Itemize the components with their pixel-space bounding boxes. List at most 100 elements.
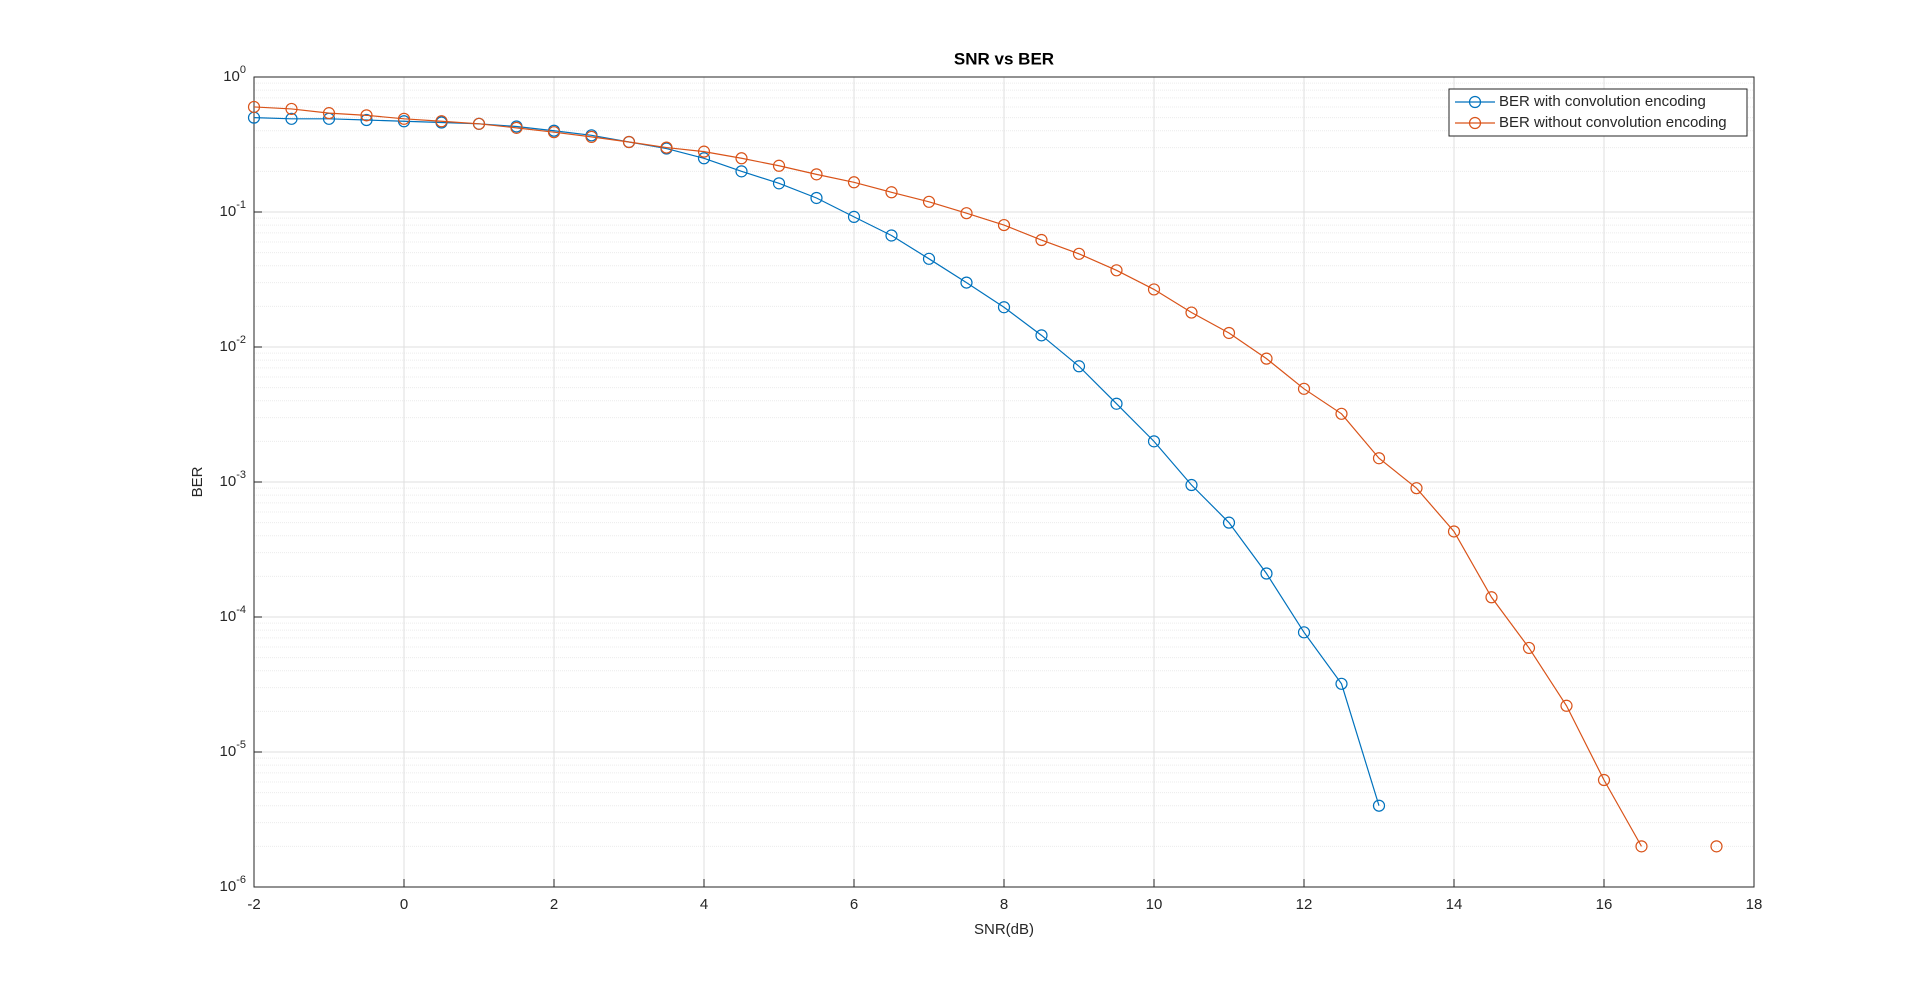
y-tick-base: 10 [220, 878, 237, 895]
legend-label: BER with convolution encoding [1499, 93, 1706, 110]
marker [1522, 641, 1536, 655]
marker [1260, 567, 1273, 580]
x-tick-label: -2 [247, 896, 260, 913]
marker [847, 176, 861, 189]
y-tick-label: 10-6 [220, 874, 246, 895]
x-tick-label: 8 [1000, 896, 1008, 913]
marker [885, 229, 898, 242]
x-tick-label: 2 [550, 896, 558, 913]
marker [697, 145, 711, 158]
marker [247, 100, 261, 114]
x-tick-label: 10 [1146, 896, 1163, 913]
legend-label: BER without convolution encoding [1499, 114, 1727, 131]
x-tick-label: 12 [1296, 896, 1313, 913]
marker [285, 102, 298, 116]
marker [697, 152, 711, 165]
marker [360, 109, 373, 122]
marker [960, 276, 973, 289]
marker [1297, 626, 1311, 639]
marker [547, 126, 561, 139]
y-tick-exponent: -5 [236, 739, 246, 751]
y-axis-label: BER [189, 466, 206, 497]
marker [1147, 435, 1161, 448]
y-tick-label: 10-5 [220, 739, 246, 760]
marker [1035, 233, 1048, 247]
y-tick-base: 10 [220, 473, 237, 490]
marker [1447, 525, 1461, 538]
axes-box [253, 76, 1755, 888]
legend-box [1448, 88, 1748, 137]
y-tick-label: 10-2 [220, 334, 246, 355]
marker [1110, 264, 1123, 277]
y-tick-label: 10-1 [220, 199, 246, 220]
marker [997, 218, 1011, 232]
marker [397, 112, 411, 125]
x-tick-label: 14 [1446, 896, 1463, 913]
marker [1560, 699, 1573, 712]
marker [1260, 352, 1273, 365]
y-tick-base: 10 [220, 743, 237, 760]
y-tick-exponent: -6 [236, 874, 246, 886]
y-tick-exponent: -2 [236, 334, 246, 346]
y-tick-label: 100 [223, 64, 246, 85]
marker [622, 135, 636, 149]
marker [1035, 329, 1048, 342]
marker [1297, 382, 1311, 395]
marker [660, 141, 673, 154]
x-tick-label: 6 [850, 896, 858, 913]
x-tick-label: 0 [400, 896, 408, 913]
x-tick-label: 4 [700, 896, 708, 913]
marker [1147, 283, 1161, 296]
marker [960, 207, 973, 220]
marker [1222, 516, 1236, 529]
x-tick-label: 18 [1746, 896, 1763, 913]
marker [1372, 799, 1386, 812]
legend-marker [1468, 116, 1482, 130]
marker [1710, 840, 1723, 853]
marker [435, 115, 448, 128]
marker [1072, 247, 1086, 260]
marker [772, 177, 786, 190]
y-tick-exponent: -3 [236, 469, 246, 481]
marker [922, 252, 936, 265]
marker [735, 152, 748, 165]
marker [1597, 773, 1611, 787]
chart-title: SNR vs BER [954, 49, 1054, 68]
marker [847, 210, 861, 223]
marker [810, 168, 823, 181]
y-tick-label: 10-3 [220, 469, 246, 490]
marker [1185, 306, 1198, 319]
marker [735, 165, 748, 178]
y-tick-exponent: -1 [236, 199, 246, 211]
marker [322, 107, 336, 120]
y-tick-exponent: -4 [236, 604, 246, 616]
marker [285, 112, 298, 125]
marker [810, 191, 823, 205]
marker [1222, 326, 1236, 340]
marker [1335, 407, 1348, 420]
legend-marker [1468, 95, 1482, 109]
marker [1485, 591, 1498, 604]
marker [1372, 452, 1386, 465]
y-tick-label: 10-4 [220, 604, 246, 625]
series-line [254, 107, 1717, 846]
x-tick-label: 16 [1596, 896, 1613, 913]
marker [1410, 482, 1423, 495]
marker [772, 159, 786, 172]
marker [360, 113, 373, 127]
y-tick-base: 10 [223, 68, 240, 85]
series-line [253, 117, 1380, 806]
y-tick-exponent: 0 [240, 64, 246, 76]
marker [997, 301, 1011, 314]
y-tick-base: 10 [220, 203, 237, 220]
marker [1635, 840, 1648, 853]
y-tick-base: 10 [220, 338, 237, 355]
y-tick-base: 10 [220, 608, 237, 625]
marker [1185, 478, 1198, 492]
marker [510, 121, 523, 134]
marker [885, 186, 898, 199]
marker [472, 117, 486, 130]
marker [1072, 360, 1086, 373]
x-axis-label: SNR(dB) [974, 921, 1034, 938]
